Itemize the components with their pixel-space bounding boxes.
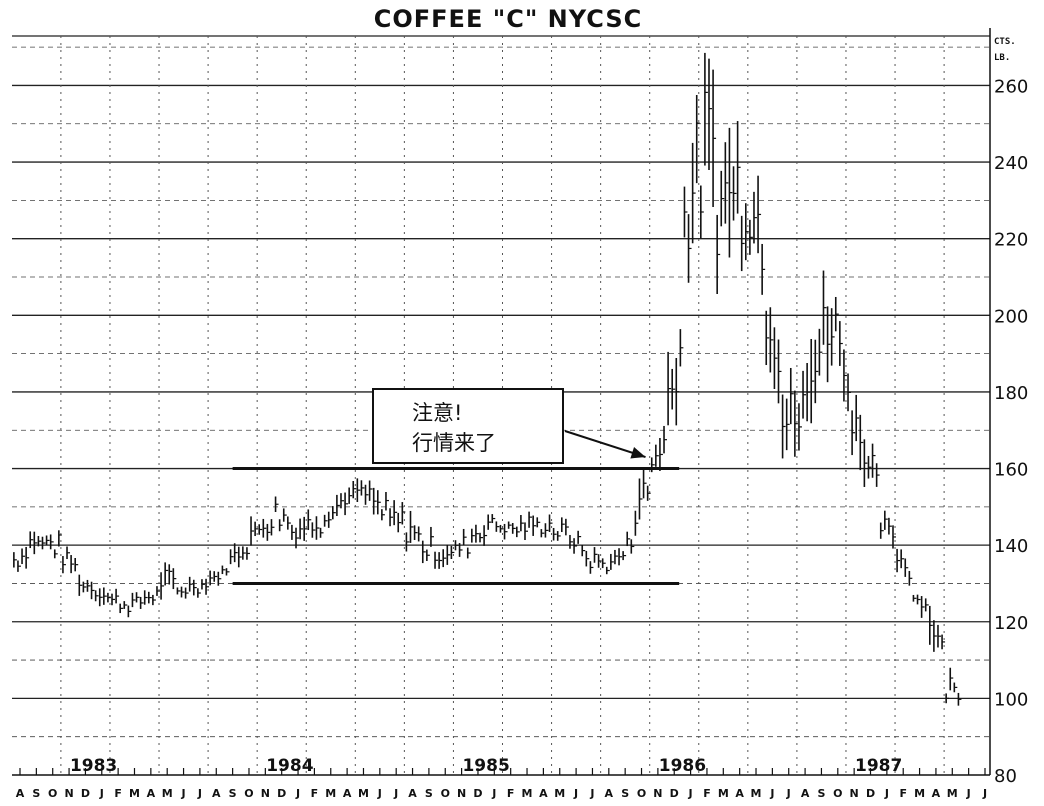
x-month-label-27: N (457, 787, 466, 800)
x-month-label-10: J (181, 787, 186, 800)
x-month-label-43: M (718, 787, 729, 800)
x-month-label-3: N (64, 787, 73, 800)
y-tick-label-100: 100 (994, 689, 1028, 710)
x-month-label-4: D (81, 787, 90, 800)
x-month-label-13: S (229, 787, 237, 800)
x-month-label-17: J (295, 787, 300, 800)
x-month-label-7: M (129, 787, 140, 800)
year-label-1985: 1985 (462, 756, 509, 776)
x-month-label-44: A (735, 787, 744, 800)
y-tick-label-120: 120 (994, 613, 1028, 634)
x-month-label-26: O (441, 787, 450, 800)
x-month-label-28: D (473, 787, 482, 800)
x-month-label-8: A (147, 787, 156, 800)
annotation-arrow (564, 430, 646, 458)
x-month-label-1: S (32, 787, 40, 800)
year-label-1984: 1984 (266, 756, 313, 776)
x-month-label-33: M (554, 787, 565, 800)
x-month-label-53: J (884, 787, 889, 800)
x-month-label-35: J (589, 787, 594, 800)
x-month-label-14: O (244, 787, 253, 800)
x-month-label-51: N (850, 787, 859, 800)
x-month-label-49: S (817, 787, 825, 800)
x-month-label-57: M (947, 787, 958, 800)
x-month-label-18: F (311, 787, 319, 800)
support-resistance-lines (232, 467, 680, 585)
x-month-label-59: J (982, 787, 987, 800)
x-month-label-47: J (786, 787, 791, 800)
x-month-label-9: M (162, 787, 173, 800)
x-month-label-25: S (425, 787, 433, 800)
year-label-1986: 1986 (659, 756, 706, 776)
x-month-label-54: F (899, 787, 907, 800)
annotation-line-1: 注意! (412, 401, 462, 425)
x-axis-year-labels: 1983 1984 1985 1986 1987 (70, 756, 902, 776)
y-tick-label-220: 220 (994, 230, 1028, 251)
x-month-label-46: J (769, 787, 774, 800)
x-month-label-15: N (261, 787, 270, 800)
price-bars (13, 52, 962, 706)
x-month-label-0: A (16, 787, 25, 800)
x-month-label-52: D (866, 787, 875, 800)
x-month-label-48: A (801, 787, 810, 800)
annotation-callout: 注意! 行情来了 (372, 388, 646, 464)
x-month-label-37: S (621, 787, 629, 800)
x-month-label-50: O (833, 787, 842, 800)
year-label-1983: 1983 (70, 756, 117, 776)
x-month-label-31: M (522, 787, 533, 800)
x-month-label-32: A (539, 787, 548, 800)
x-month-label-12: A (212, 787, 221, 800)
y-tick-label-180: 180 (994, 383, 1028, 404)
x-month-label-45: M (751, 787, 762, 800)
x-month-label-56: A (932, 787, 941, 800)
grid-lines (12, 35, 990, 775)
x-month-label-55: M (914, 787, 925, 800)
x-month-label-34: J (573, 787, 578, 800)
x-month-label-19: M (325, 787, 336, 800)
x-month-label-42: F (703, 787, 711, 800)
x-month-label-40: D (670, 787, 679, 800)
x-month-label-30: F (507, 787, 515, 800)
y-tick-label-200: 200 (994, 306, 1028, 327)
x-month-label-24: A (408, 787, 417, 800)
year-label-1987: 1987 (855, 756, 902, 776)
y-axis-unit-label: CTS. LB. (994, 37, 1021, 63)
annotation-line-2: 行情来了 (412, 431, 496, 455)
annotation-box (372, 388, 564, 464)
y-tick-label-80: 80 (994, 766, 1017, 787)
x-month-label-2: O (48, 787, 57, 800)
x-month-label-38: O (637, 787, 646, 800)
x-month-label-41: J (688, 787, 693, 800)
x-month-label-58: J (966, 787, 971, 800)
x-month-label-20: A (343, 787, 352, 800)
x-month-label-23: J (393, 787, 398, 800)
x-month-label-22: J (377, 787, 382, 800)
x-month-label-5: J (99, 787, 104, 800)
y-tick-label-140: 140 (994, 536, 1028, 557)
x-month-label-11: J (197, 787, 202, 800)
y-tick-label-260: 260 (994, 76, 1028, 97)
chart-title: COFFEE "C" NYCSC (374, 5, 643, 33)
x-month-label-16: D (277, 787, 286, 800)
x-month-label-6: F (114, 787, 122, 800)
x-month-label-29: J (491, 787, 496, 800)
y-tick-label-240: 240 (994, 153, 1028, 174)
annotation-arrow-head (630, 447, 646, 459)
x-month-label-36: A (605, 787, 614, 800)
x-month-label-39: N (653, 787, 662, 800)
y-axis-tick-labels: 80 100 120 140 160 180 200 220 240 260 (994, 76, 1028, 787)
y-tick-label-160: 160 (994, 460, 1028, 481)
x-month-label-21: M (358, 787, 369, 800)
